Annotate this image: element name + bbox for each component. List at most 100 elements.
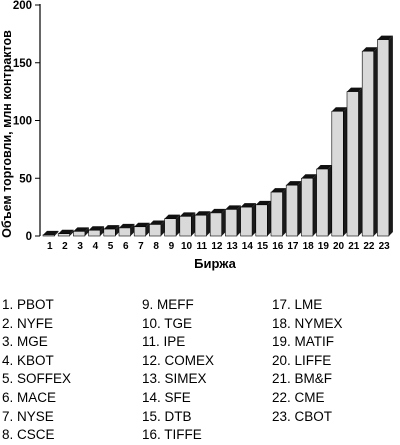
legend-item: 17. LME (272, 296, 343, 315)
x-tick-label: 12 (211, 241, 223, 252)
x-tick-label: 20 (333, 241, 345, 252)
legend-exchange-name: CBOT (294, 408, 333, 424)
bar (270, 188, 287, 237)
legend-item: 10. TGE (142, 315, 214, 334)
x-tick-label: 9 (169, 241, 175, 252)
legend-item: 5. SOFFEX (2, 370, 71, 389)
bar-front (301, 177, 314, 237)
bar (377, 35, 393, 237)
x-tick-label: 13 (227, 241, 239, 252)
bar-side (282, 188, 287, 236)
bar-top (149, 220, 165, 225)
bar-side (343, 107, 348, 236)
bar (194, 211, 211, 237)
bar-top (43, 230, 59, 235)
legend-separator: . (157, 315, 165, 331)
legend-separator: . (9, 334, 18, 350)
legend-exchange-name: KBOT (17, 352, 54, 368)
bar (57, 229, 74, 237)
legend-number: 7 (2, 408, 10, 424)
bar-side (358, 87, 363, 236)
legend-number: 11 (142, 334, 157, 350)
legend-exchange-name: MATIF (294, 334, 335, 350)
bar (255, 200, 272, 237)
exchange-legend: 1. PBOT 2. NYFE 3. MGE 4. KBOT 5. SOFFEX 6. M… (0, 296, 400, 443)
bar-top (271, 188, 287, 193)
bar (73, 227, 89, 237)
bar-side (312, 174, 317, 236)
legend-exchange-name: TIFFE (164, 427, 202, 443)
legend-number: 14 (142, 389, 158, 405)
bar (164, 214, 181, 237)
legend-exchange-name: TGE (164, 315, 193, 331)
bar-side (54, 230, 59, 236)
legend-exchange-name: LME (294, 297, 323, 312)
x-tick-label: 1 (47, 241, 53, 252)
legend-number: 18 (272, 315, 288, 331)
y-tick-labels: 0 50 100 150 200 (13, 0, 40, 243)
legend-separator: . (287, 334, 295, 350)
legend-separator: . (9, 315, 18, 331)
legend-number: 1 (2, 297, 10, 312)
bar-front (377, 39, 390, 237)
legend-item: 4. KBOT (2, 352, 71, 371)
legend-exchange-name: COMEX (164, 352, 215, 368)
legend-exchange-name: DTB (164, 408, 192, 424)
bar-side (176, 214, 181, 236)
bar-front (255, 204, 268, 237)
bar-side (221, 208, 226, 236)
bar-side (236, 205, 241, 236)
y-tick-label: 150 (13, 58, 32, 70)
legend-separator: . (287, 389, 295, 405)
legend-number: 8 (2, 427, 10, 443)
legend-separator: . (157, 408, 165, 424)
bar-front (285, 184, 299, 237)
bar-top (316, 165, 333, 170)
legend-column: 9. MEFF 10. TGE 11. IPE 12. COMEX 13. SIMEX 1… (142, 296, 214, 445)
legend-number: 23 (272, 408, 288, 424)
legend-exchange-name: SOFFEX (17, 371, 72, 387)
bar (179, 212, 196, 237)
bar-front (240, 206, 253, 237)
bar (240, 203, 257, 237)
x-tick-label: 2 (62, 241, 68, 252)
legend-item: 1. PBOT (2, 296, 71, 315)
bar-front (225, 209, 238, 237)
bar-front (270, 191, 283, 237)
bar-side (69, 229, 74, 236)
legend-separator: . (9, 352, 18, 368)
bar (331, 107, 348, 237)
legend-separator: . (9, 297, 18, 312)
bar-side (267, 200, 272, 236)
x-tick-labels: 1 2 3 4 5 6 7 8 9 10 11 12 13 14 15 16 17 18 19 20 21 22 23 (47, 241, 390, 252)
legend-number: 3 (2, 334, 10, 350)
x-tick-label: 6 (123, 241, 129, 252)
bar-top (240, 203, 257, 208)
legend-separator: . (9, 408, 18, 424)
legend-separator: . (287, 408, 295, 424)
legend-separator: . (287, 352, 295, 368)
bar-side (252, 203, 257, 236)
x-axis-label: Биржа (194, 256, 236, 271)
bar-side (160, 220, 165, 236)
bar-chart: 1 2 3 4 5 6 7 8 9 10 11 12 13 14 15 16 17 18 19 20 21 22 23 05… (0, 0, 393, 271)
bar (285, 181, 302, 237)
bar-side (328, 165, 333, 236)
bar-front (73, 231, 86, 237)
legend-exchange-name: SIMEX (164, 371, 207, 387)
x-tick-label: 23 (379, 241, 391, 252)
x-tick-label: 7 (138, 241, 144, 252)
bar-front (103, 228, 116, 237)
legend-exchange-name: MACE (17, 389, 57, 405)
bar-front (331, 110, 344, 237)
bar-side (130, 223, 135, 236)
bar (361, 47, 378, 237)
bar-front (88, 229, 101, 237)
y-tick-label: 0 (26, 231, 32, 243)
x-tick-label: 8 (153, 241, 159, 252)
legend-item: 23. CBOT (272, 408, 343, 427)
bar-top (73, 227, 89, 232)
legend-separator: . (156, 334, 164, 350)
bar (103, 225, 120, 237)
bar (88, 226, 105, 237)
